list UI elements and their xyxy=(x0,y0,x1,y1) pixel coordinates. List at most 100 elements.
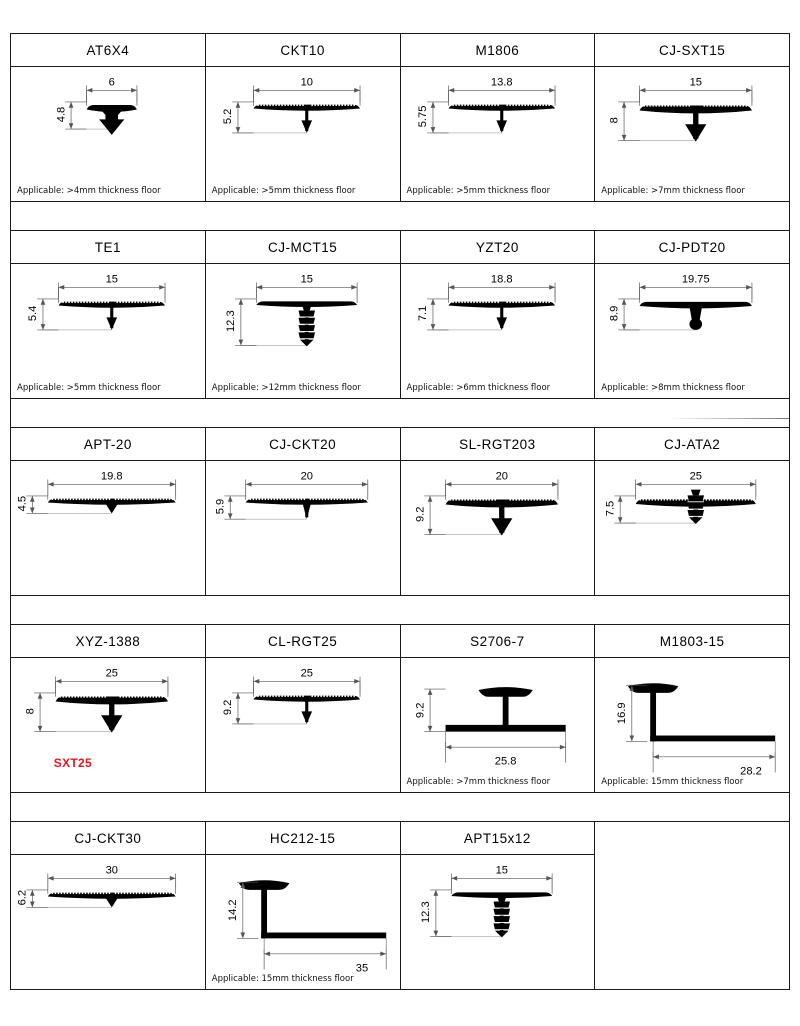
applicable-note: Applicable: >7mm thickness floor xyxy=(406,777,551,787)
profile-cross-section-diagram: 15 5.4 xyxy=(11,268,205,386)
profile-drawing-area: 15 12.3 Applicable: >12mm thickness floo… xyxy=(206,264,400,398)
svg-text:16.9: 16.9 xyxy=(616,702,628,724)
profile-cross-section-diagram: 19.8 4.5 xyxy=(11,465,205,583)
profile-model-header: CJ-PDT20 xyxy=(595,231,789,264)
applicable-note: Applicable: >4mm thickness floor xyxy=(17,186,161,196)
profile-drawing-area: 30 6.2 xyxy=(11,855,205,989)
profile-model-header: APT-20 xyxy=(11,428,205,461)
profile-cross-section-diagram: 20 9.2 xyxy=(401,465,595,583)
svg-text:8: 8 xyxy=(24,708,36,714)
svg-text:13.8: 13.8 xyxy=(490,76,512,88)
profile-cross-section-diagram: 20 5.9 xyxy=(206,465,400,583)
svg-text:19.8: 19.8 xyxy=(101,470,123,482)
profile-drawing-area: 19.8 4.5 xyxy=(11,461,205,595)
block-spacer-row xyxy=(10,792,790,822)
profile-cross-section-diagram: 15 12.3 xyxy=(206,268,400,386)
svg-text:10: 10 xyxy=(300,76,312,88)
applicable-note: Applicable: >7mm thickness floor xyxy=(601,186,745,196)
profile-cell: TE1 15 5.4 Applicable: >5mm thickness fl… xyxy=(10,230,206,399)
svg-text:7.5: 7.5 xyxy=(605,501,617,516)
profile-drawing-area: 20 9.2 xyxy=(401,461,595,595)
profile-drawing-area: 14.2 35 Applicable: 15mm thickness floor xyxy=(206,855,400,989)
applicable-note: Applicable: 15mm thickness floor xyxy=(211,974,354,984)
profile-drawing-area: 13.8 5.75 Applicable: >5mm thickness flo… xyxy=(401,67,595,201)
svg-text:9.2: 9.2 xyxy=(414,507,426,522)
profile-drawing-area: 25 7.5 xyxy=(595,461,789,595)
applicable-note: Applicable: 15mm thickness floor xyxy=(601,777,744,787)
applicable-note: Applicable: >12mm thickness floor xyxy=(211,383,361,393)
profile-drawing-area: 20 5.9 xyxy=(206,461,400,595)
profile-model-header: TE1 xyxy=(11,231,205,264)
profile-drawing-area: 25 8 SXT25 xyxy=(11,658,205,792)
profile-cell: APT15x12 15 12.3 xyxy=(399,821,596,990)
svg-text:15: 15 xyxy=(690,76,702,88)
profile-model-header: M1803-15 xyxy=(595,625,789,658)
profile-drawing-area: 25 9.2 xyxy=(206,658,400,792)
profile-cross-section-diagram: 18.8 7.1 xyxy=(401,268,595,386)
profile-cross-section-diagram: 13.8 5.75 xyxy=(401,71,595,189)
profile-cross-section-diagram: 25 8 xyxy=(11,662,205,780)
svg-text:9.2: 9.2 xyxy=(222,700,234,715)
profile-cell: CJ-SXT15 15 8 Applicable: >7mm thickness… xyxy=(594,33,790,202)
svg-text:4.5: 4.5 xyxy=(17,496,29,511)
profile-cross-section-diagram: 19.75 8.9 xyxy=(595,268,789,386)
block-spacer-row xyxy=(10,201,790,231)
svg-text:35: 35 xyxy=(356,962,368,974)
profile-drawing-area: 9.2 25.8 Applicable: >7mm thickness floo… xyxy=(401,658,595,792)
profile-model-header: CJ-MCT15 xyxy=(205,231,400,264)
svg-text:25: 25 xyxy=(690,470,702,482)
profile-block-row: APT-20 19.8 4.5 CJ-CKT20 20 5.9 xyxy=(10,427,790,596)
profile-cross-section-diagram: 30 6.2 xyxy=(11,859,205,977)
applicable-note: Applicable: >8mm thickness floor xyxy=(601,383,745,393)
profile-model-header: SL-RGT203 xyxy=(400,428,595,461)
profile-drawing-area: 18.8 7.1 Applicable: >6mm thickness floo… xyxy=(401,264,595,398)
svg-text:4.8: 4.8 xyxy=(55,107,67,122)
svg-text:5.9: 5.9 xyxy=(214,499,226,514)
svg-text:6.2: 6.2 xyxy=(17,890,29,905)
profile-cell: CJ-ATA2 25 7.5 xyxy=(594,427,790,596)
svg-text:8: 8 xyxy=(609,117,621,123)
profile-model-header: CJ-CKT20 xyxy=(205,428,400,461)
svg-text:8.9: 8.9 xyxy=(609,306,621,321)
svg-text:20: 20 xyxy=(495,470,507,482)
profile-cross-section-diagram: 16.9 28.2 xyxy=(595,662,789,780)
profile-model-header: AT6X4 xyxy=(11,34,205,67)
applicable-note: Applicable: >5mm thickness floor xyxy=(406,186,551,196)
stray-guide-line xyxy=(11,399,789,427)
profile-cross-section-diagram: 15 8 xyxy=(595,71,789,189)
profile-cross-section-diagram: 25 9.2 xyxy=(206,662,400,780)
profile-cell: S2706-7 9.2 25.8 Applicable: >7mm thickn… xyxy=(399,624,596,793)
profile-cell: CKT10 10 5.2 Applicable: >5mm thickness … xyxy=(204,33,401,202)
profile-cell: AT6X4 6 4.8 Applicable: >4mm thickness f… xyxy=(10,33,206,202)
profile-cell: APT-20 19.8 4.5 xyxy=(10,427,206,596)
profile-model-header: YZT20 xyxy=(400,231,595,264)
svg-text:28.2: 28.2 xyxy=(740,765,762,777)
svg-text:20: 20 xyxy=(300,470,312,482)
profile-cross-section-diagram: 15 12.3 xyxy=(401,859,595,977)
block-spacer-row xyxy=(10,398,790,428)
applicable-note: Applicable: >5mm thickness floor xyxy=(17,383,161,393)
profile-model-header: CKT10 xyxy=(205,34,400,67)
svg-text:15: 15 xyxy=(106,273,118,285)
svg-text:5.75: 5.75 xyxy=(417,106,429,128)
svg-text:6: 6 xyxy=(109,76,115,88)
profile-model-header: CJ-SXT15 xyxy=(595,34,789,67)
profile-model-header: M1806 xyxy=(400,34,595,67)
profile-cell: CJ-PDT20 19.75 8.9 Applicable: >8mm thic… xyxy=(594,230,790,399)
profile-drawing-area: 15 8 Applicable: >7mm thickness floor xyxy=(595,67,789,201)
svg-text:15: 15 xyxy=(495,864,507,876)
profile-model-header: S2706-7 xyxy=(400,625,595,658)
profile-drawing-area: 15 5.4 Applicable: >5mm thickness floor xyxy=(11,264,205,398)
profile-drawing-area: 16.9 28.2 Applicable: 15mm thickness flo… xyxy=(595,658,789,792)
profile-cell: XYZ-1388 25 8 SXT25 xyxy=(10,624,206,793)
svg-text:19.75: 19.75 xyxy=(682,273,710,285)
profile-drawing-area: 10 5.2 Applicable: >5mm thickness floor xyxy=(206,67,400,201)
profile-cell: YZT20 18.8 7.1 Applicable: >6mm thicknes… xyxy=(399,230,596,399)
profile-cell: HC212-15 14.2 35 Applicable: 15mm thickn… xyxy=(204,821,401,990)
profile-catalog-table: AT6X4 6 4.8 Applicable: >4mm thickness f… xyxy=(10,33,790,990)
svg-text:5.4: 5.4 xyxy=(27,306,39,321)
profile-model-header: APT15x12 xyxy=(400,822,595,855)
profile-model-header: HC212-15 xyxy=(205,822,400,855)
profile-block-row: XYZ-1388 25 8 SXT25 CL-RGT25 25 9.2 xyxy=(10,624,790,793)
